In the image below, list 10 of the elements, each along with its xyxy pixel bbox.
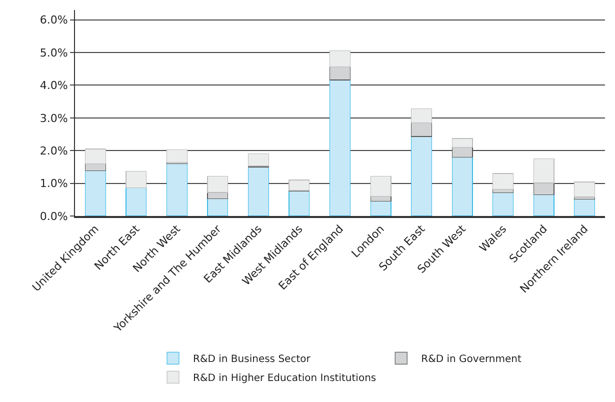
- y-tick-label: 0.0%: [40, 210, 68, 223]
- y-tick-label: 2.0%: [40, 144, 68, 158]
- y-tick-label: 3.0%: [40, 112, 68, 125]
- y-tick-label: 1.0%: [40, 177, 68, 190]
- legend-label: R&D in Higher Education Institutions: [193, 373, 376, 384]
- y-tick-label: 5.0%: [40, 46, 68, 60]
- legend-label: R&D in Government: [421, 354, 522, 366]
- y-tick-label: 6.0%: [40, 14, 68, 27]
- y-tick-label: 4.0%: [40, 79, 68, 92]
- legend-label: R&D in Business Sector: [193, 354, 312, 366]
